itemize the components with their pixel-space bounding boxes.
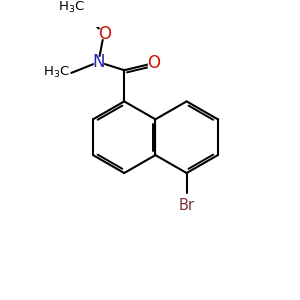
Text: N: N [93, 53, 105, 71]
Bar [94, 57, 103, 67]
Bar [148, 58, 158, 68]
Text: H$_3$C: H$_3$C [58, 0, 85, 15]
Text: Br: Br [178, 198, 195, 213]
Bar [99, 29, 109, 38]
Text: O: O [147, 54, 160, 72]
Text: H$_3$C: H$_3$C [43, 65, 70, 80]
Text: O: O [98, 25, 111, 43]
